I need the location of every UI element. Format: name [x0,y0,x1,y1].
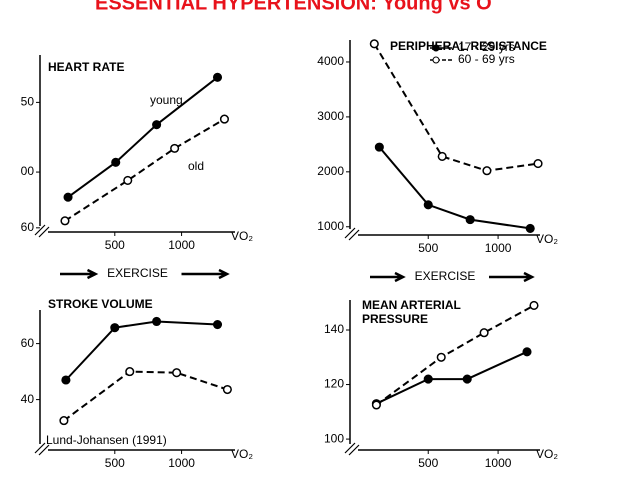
data-point [61,375,71,385]
x-tick-label: 1000 [485,456,512,470]
data-point [437,151,447,162]
y-tick-label: 140 [324,322,344,336]
data-point [525,223,535,233]
x-axis-label: VO₂ [536,447,558,461]
exercise-arrow [370,271,406,283]
data-point [125,367,135,377]
legend-label: 60 - 69 yrs [458,52,515,66]
data-point [152,120,162,130]
x-tick-label: 500 [418,456,438,470]
legend-marker [432,44,440,52]
x-caption: EXERCISE [107,266,168,280]
annotation: Lund-Johansen (1991) [46,433,167,447]
y-tick-label: 2000 [317,164,344,178]
y-tick-label: 1000 [317,219,344,233]
legend-label: 17 - 29 yrs [458,40,515,54]
x-tick-label: 1000 [168,238,195,252]
x-caption: EXERCISE [415,269,476,283]
data-point [123,175,133,185]
data-point [172,368,182,378]
data-point [222,384,232,395]
data-point [522,347,532,357]
data-point [482,166,492,176]
series-line [375,304,535,406]
axis-break [344,227,360,241]
data-point [423,200,433,210]
y-tick-label: 50 [21,95,35,109]
y-tick-label: 60 [21,336,35,350]
y-tick-label: 40 [21,392,35,406]
y-tick-label: 100 [324,431,344,445]
series-line [375,350,528,405]
axis-break [34,224,50,238]
series-label: young [150,93,183,107]
y-tick-label: 3000 [317,109,344,123]
x-tick-label: 1000 [485,241,512,255]
data-point [374,142,384,152]
exercise-arrow [181,268,230,280]
data-point [152,316,162,327]
x-tick-label: 500 [105,456,125,470]
data-point [63,192,73,202]
data-point [219,114,229,124]
y-tick-label: 120 [324,377,344,391]
x-axis-label: VO₂ [231,447,253,461]
series-line [64,118,225,222]
slide-title: ESSENTIAL HYPERTENSION: Young vs O [95,0,492,14]
axis-break [344,442,360,456]
data-point [59,416,69,426]
data-point [436,352,446,362]
data-point [111,157,121,167]
series-line [67,76,219,198]
data-point [465,215,475,225]
data-point [110,323,120,333]
exercise-arrow [60,268,99,280]
x-axis-label: VO₂ [231,229,253,243]
chart-title: STROKE VOLUME [48,297,153,311]
series-label: old [188,159,204,173]
data-point [423,374,433,384]
y-tick-label: 60 [21,220,35,234]
x-tick-label: 1000 [168,456,195,470]
series-line [373,43,539,172]
data-point [212,72,223,82]
chart-title: MEAN ARTERIAL [362,298,461,312]
series-line [65,320,218,381]
data-point [533,159,543,169]
series-line [63,370,228,422]
data-point [371,400,381,410]
x-tick-label: 500 [418,241,438,255]
x-tick-label: 500 [105,238,125,252]
data-point [462,374,472,384]
chart-title: HEART RATE [48,60,124,74]
legend-marker [432,56,440,64]
data-point [479,328,489,338]
exercise-arrow [489,271,535,283]
data-point [60,216,70,226]
data-point [369,39,379,49]
axis-break [34,442,50,456]
y-tick-label: 4000 [317,54,344,68]
data-point [212,320,223,330]
y-tick-label: 00 [21,164,35,178]
series-line [378,146,531,230]
chart-title: PERIPHERAL RESISTANCE [390,39,547,53]
x-axis-label: VO₂ [536,232,558,246]
data-point [170,143,180,153]
chart-title: PRESSURE [362,312,428,326]
data-point [529,300,539,311]
